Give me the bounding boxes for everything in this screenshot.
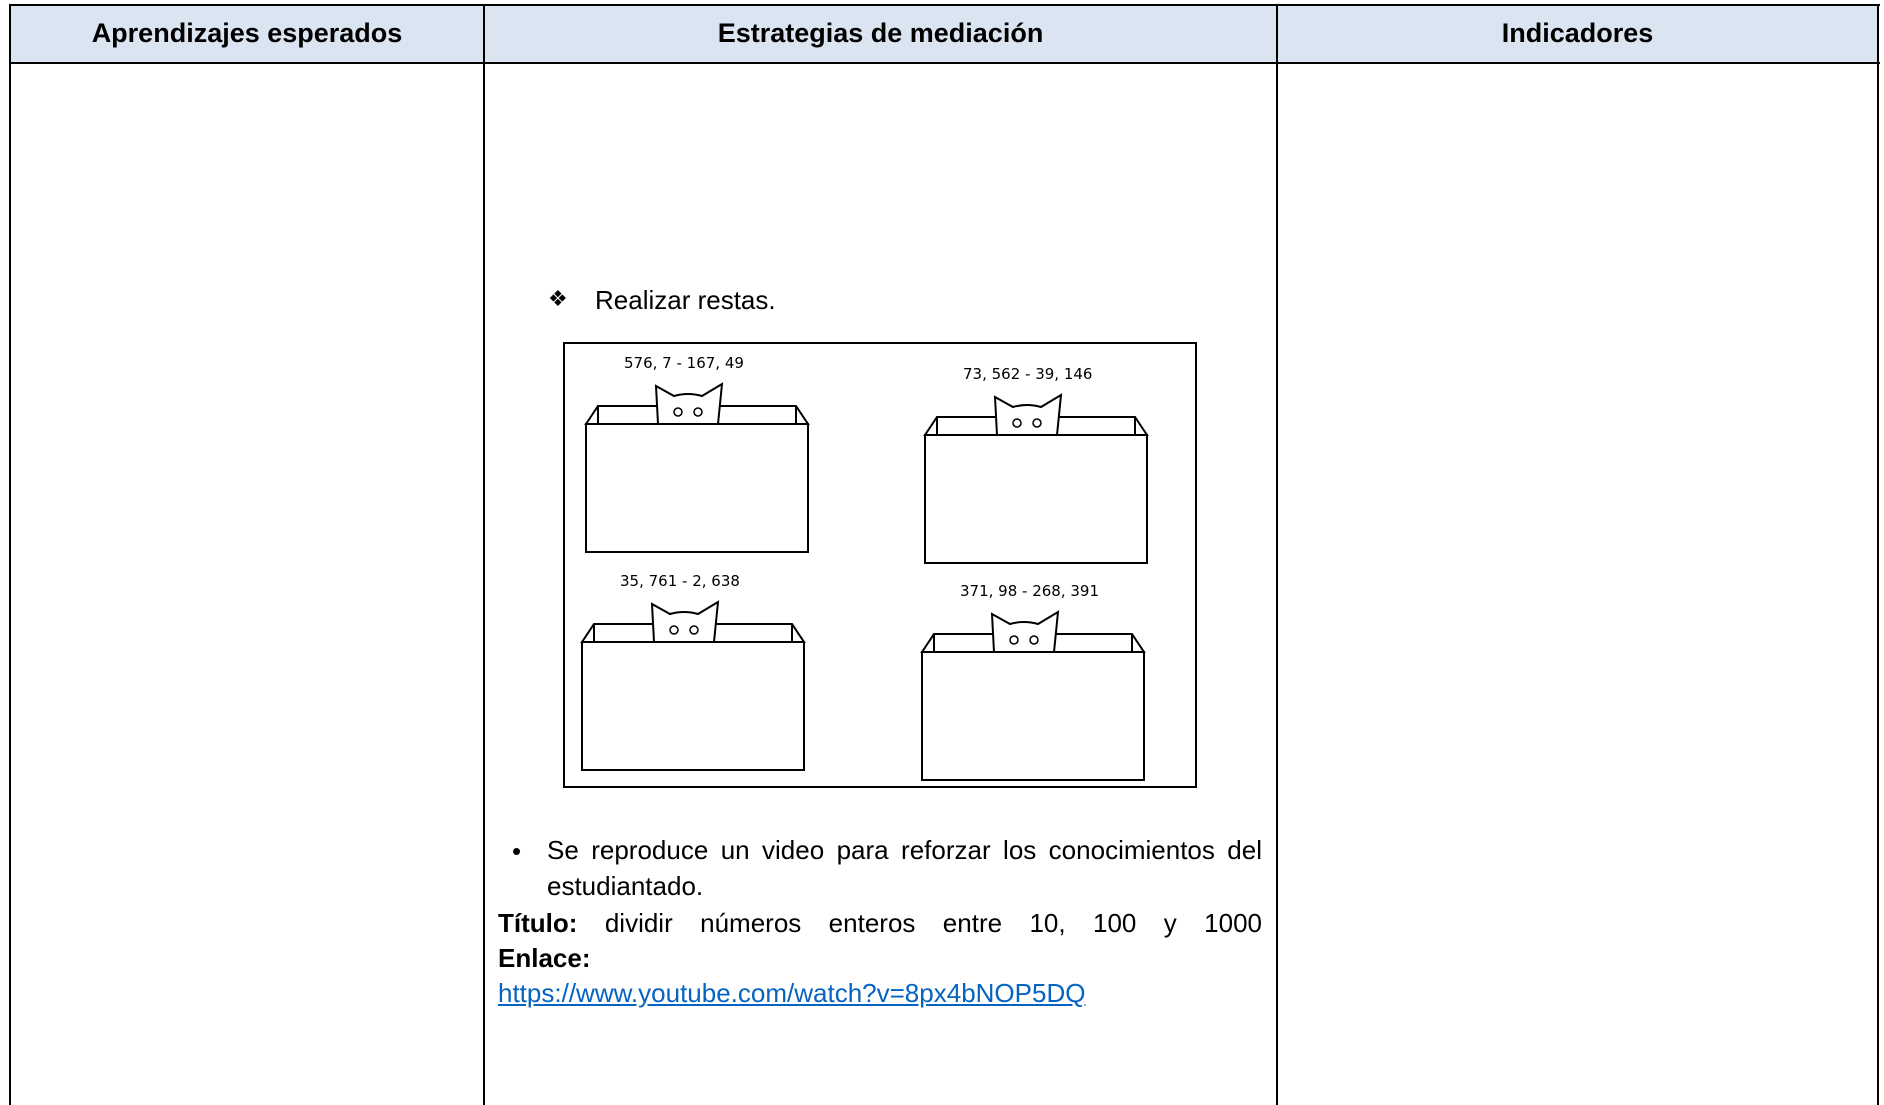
cat-head: [650, 600, 720, 643]
bullet-icon: ❖: [548, 286, 568, 311]
box-body: [921, 651, 1145, 781]
exercise-label: 371, 98 - 268, 391: [960, 582, 1099, 600]
table-border: [1276, 4, 1278, 1105]
video-link[interactable]: https://www.youtube.com/watch?v=8px4bNOP…: [498, 978, 1086, 1008]
exercise-label: 73, 562 - 39, 146: [963, 365, 1092, 383]
exercise-label: 576, 7 - 167, 49: [624, 354, 744, 372]
header-cell: Estrategias de mediación: [484, 5, 1277, 62]
cat-eye: [1032, 418, 1042, 428]
cat-head: [654, 382, 724, 425]
title-line: Título: dividir números enteros entre 10…: [498, 905, 1262, 941]
exercise-image: 576, 7 - 167, 49 73, 562 - 39, 146 35, 761…: [563, 342, 1197, 788]
exercise: 371, 98 - 268, 391: [920, 582, 1146, 781]
exercise: 35, 761 - 2, 638: [580, 572, 806, 771]
cat-eye: [1009, 635, 1019, 645]
bullet-text: Realizar restas.: [595, 285, 776, 315]
cat-head: [990, 610, 1060, 653]
box-body: [585, 423, 809, 553]
cat-head: [993, 393, 1063, 436]
title-label: Título:: [498, 908, 578, 938]
bullet-icon: •: [512, 836, 522, 866]
header-cell: Aprendizajes esperados: [10, 5, 484, 62]
exercise: 73, 562 - 39, 146: [923, 365, 1149, 564]
link-label: Enlace:: [498, 943, 591, 973]
table-border: [1877, 4, 1879, 1105]
cat-eye: [673, 407, 683, 417]
title-text: dividir números enteros entre 10, 100 y …: [604, 908, 1262, 938]
exercise-label: 35, 761 - 2, 638: [620, 572, 740, 590]
cat-eye: [689, 625, 699, 635]
bullet-text: Se reproduce un video para reforzar los …: [547, 835, 1262, 901]
box-body: [924, 434, 1148, 564]
link-line: https://www.youtube.com/watch?v=8px4bNOP…: [498, 975, 1085, 1011]
exercise: 576, 7 - 167, 49: [584, 354, 810, 553]
cat-eye: [1012, 418, 1022, 428]
cat-eye: [669, 625, 679, 635]
box-body: [581, 641, 805, 771]
header-cell: Indicadores: [1277, 5, 1878, 62]
cat-eye: [1029, 635, 1039, 645]
table-border: [9, 4, 11, 1105]
table-border: [483, 4, 485, 1105]
table-border: [9, 62, 1880, 64]
table-border: [9, 4, 1880, 6]
cat-eye: [693, 407, 703, 417]
